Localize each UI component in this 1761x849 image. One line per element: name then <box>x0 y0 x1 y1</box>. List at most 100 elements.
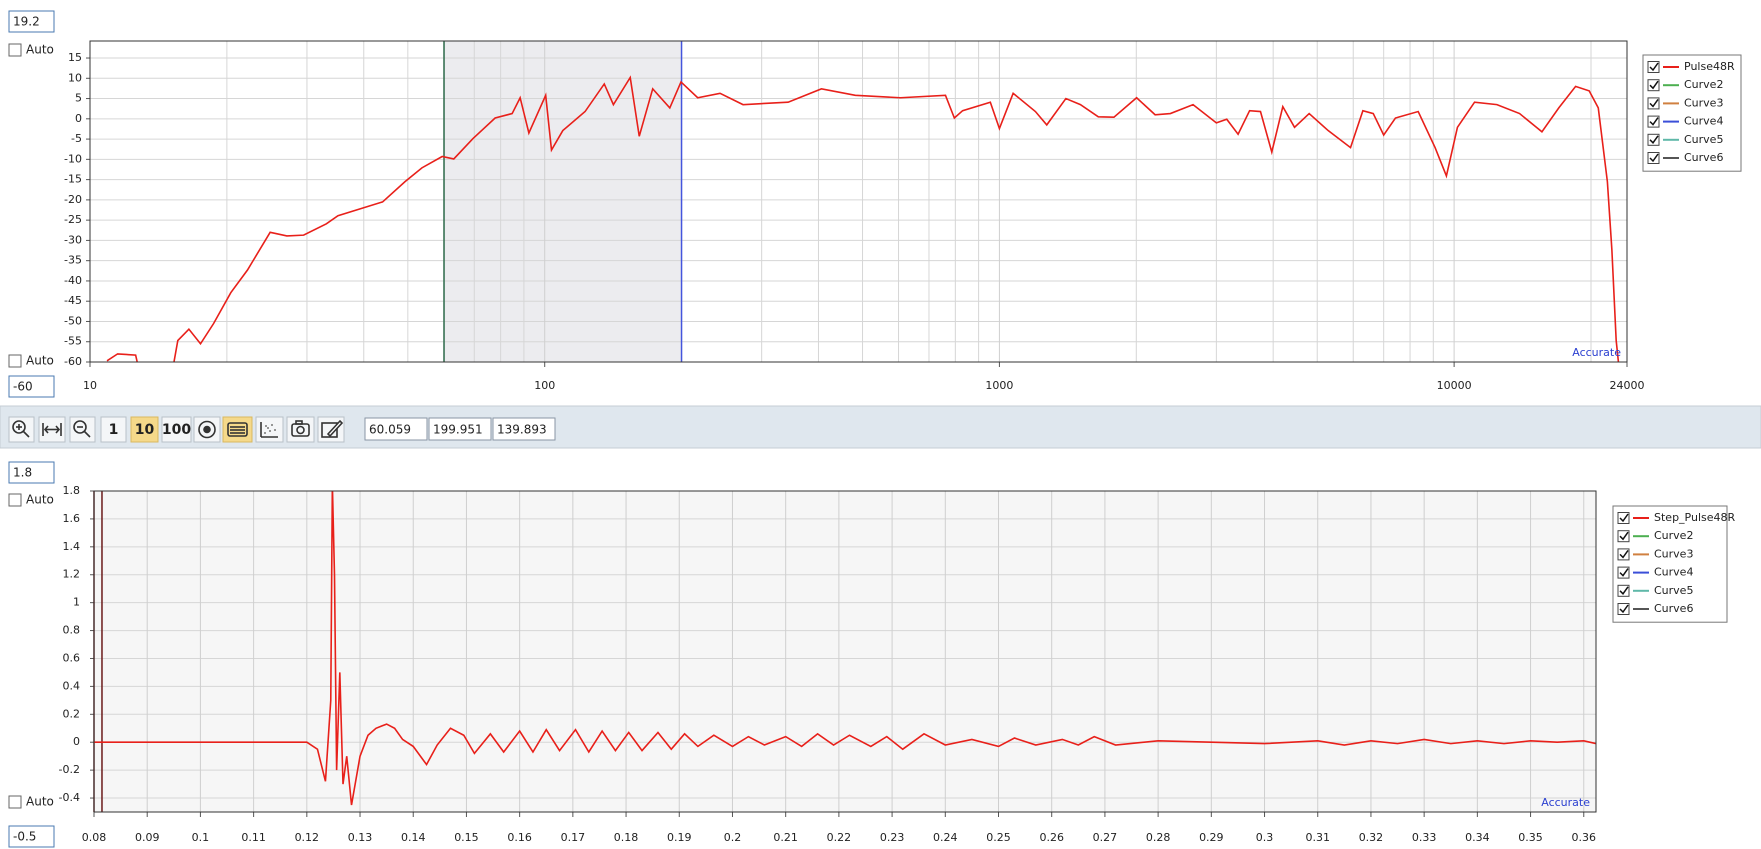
x-tick-label: 0.15 <box>454 831 479 844</box>
legend-checkbox[interactable] <box>1617 512 1630 524</box>
x-tick-label: 0.31 <box>1305 831 1330 844</box>
top-min-value: -60 <box>13 380 33 394</box>
target-button[interactable] <box>193 416 221 443</box>
legend-checkbox[interactable] <box>1617 530 1630 543</box>
bottom-min-input[interactable] <box>8 825 55 848</box>
lines-button[interactable] <box>222 416 253 443</box>
span-field[interactable] <box>492 417 556 441</box>
y-tick-label: -0.4 <box>59 791 80 804</box>
x-tick-label: 0.24 <box>933 831 958 844</box>
legend-check <box>1619 568 1629 577</box>
y-tick-label: -50 <box>64 314 82 327</box>
plot-area <box>90 41 1627 362</box>
edit-button[interactable] <box>317 416 345 443</box>
x-tick-label: 0.29 <box>1199 831 1224 844</box>
x-tick-label: 1000 <box>985 379 1013 392</box>
zoom-factor-button[interactable] <box>161 416 192 443</box>
plot-area <box>94 491 1596 812</box>
legend-checkbox[interactable] <box>1617 603 1630 615</box>
legend-checkbox[interactable] <box>1647 61 1660 73</box>
x-tick-label: 0.14 <box>401 831 426 844</box>
x-tick-label: 0.26 <box>1039 831 1064 844</box>
legend-checkbox[interactable] <box>1647 97 1660 110</box>
x-tick-label: 0.35 <box>1518 831 1543 844</box>
x-tick-label: 0.13 <box>348 831 373 844</box>
cursor-a-field[interactable] <box>364 417 428 441</box>
zoom-out-button[interactable] <box>69 416 96 443</box>
legend-checkbox[interactable] <box>1647 115 1660 128</box>
zoom-factor-button[interactable] <box>130 416 159 443</box>
x-tick-label: 24000 <box>1610 379 1645 392</box>
x-tick-label: 0.11 <box>241 831 266 844</box>
legend-label: Curve2 <box>1654 529 1693 542</box>
x-tick-label: 0.12 <box>295 831 320 844</box>
legend-label: Curve6 <box>1654 602 1693 615</box>
legend-label: Curve2 <box>1684 78 1723 91</box>
x-tick-label: 0.23 <box>880 831 905 844</box>
y-tick-label: 1.2 <box>63 568 81 581</box>
y-tick-label: -55 <box>64 335 82 348</box>
cursor-b-value: 199.951 <box>433 423 483 437</box>
y-tick-label: 1.8 <box>63 484 81 497</box>
x-tick-label: 0.33 <box>1412 831 1437 844</box>
y-tick-label: -25 <box>64 213 82 226</box>
legend-checkbox[interactable] <box>1617 566 1630 579</box>
cursor-b-field[interactable] <box>428 417 492 441</box>
x-tick-label: 100 <box>534 379 555 392</box>
y-tick-label: 5 <box>75 92 82 105</box>
legend-label: Step_Pulse48R <box>1654 511 1736 524</box>
y-tick-label: -15 <box>64 173 82 186</box>
y-tick-label: -0.2 <box>59 763 80 776</box>
legend-check <box>1619 604 1629 614</box>
fit-button[interactable] <box>38 416 66 443</box>
y-tick-label: -45 <box>64 294 82 307</box>
plot-border <box>93 490 1597 813</box>
y-tick-label: 0.8 <box>63 624 81 637</box>
auto-label: Auto <box>26 795 54 809</box>
y-tick-label: 1.4 <box>63 540 81 553</box>
x-tick-label: 0.28 <box>1146 831 1171 844</box>
zoom-in-button[interactable] <box>8 416 35 443</box>
data-line <box>106 75 1620 362</box>
scatter-button[interactable] <box>255 416 284 443</box>
legend-check <box>1619 513 1629 523</box>
legend-check <box>1649 135 1659 144</box>
legend-label: Curve4 <box>1684 115 1723 128</box>
y-tick-label: -60 <box>64 355 82 368</box>
auto-checkbox[interactable] <box>8 795 22 809</box>
top-max-value: 19.2 <box>13 15 40 29</box>
cursor-region <box>444 41 682 362</box>
legend-label: Curve6 <box>1684 151 1723 164</box>
x-tick-label: 0.19 <box>667 831 692 844</box>
top-min-input[interactable] <box>8 375 55 398</box>
camera-button[interactable] <box>286 416 315 443</box>
y-tick-label: -5 <box>71 132 82 145</box>
y-tick-label: 0.6 <box>63 651 81 664</box>
legend-checkbox[interactable] <box>1617 548 1630 561</box>
top-max-input[interactable] <box>8 10 55 33</box>
x-tick-label: 10 <box>83 379 97 392</box>
zoom-factor-label: 1 <box>109 422 119 438</box>
zoom-factor-button[interactable] <box>100 416 127 443</box>
auto-checkbox[interactable] <box>8 43 22 57</box>
legend-checkbox[interactable] <box>1647 152 1660 164</box>
legend-checkbox[interactable] <box>1617 584 1630 597</box>
y-tick-label: -10 <box>64 152 82 165</box>
auto-checkbox[interactable] <box>8 493 22 507</box>
x-tick-label: 10000 <box>1437 379 1472 392</box>
x-tick-label: 0.27 <box>1093 831 1118 844</box>
legend-checkbox[interactable] <box>1647 133 1660 146</box>
legend-check <box>1619 586 1629 595</box>
legend-label: Curve5 <box>1654 584 1693 597</box>
y-tick-label: -20 <box>64 193 82 206</box>
legend-checkbox[interactable] <box>1647 79 1660 92</box>
y-tick-label: 0.2 <box>63 707 81 720</box>
legend-label: Curve3 <box>1684 96 1723 109</box>
x-tick-label: 0.18 <box>614 831 639 844</box>
auto-checkbox[interactable] <box>8 354 22 368</box>
bottom-max-input[interactable] <box>8 461 55 484</box>
toolbar-fields: 60.059 199.951 139.893 <box>364 417 556 441</box>
x-tick-label: 0.21 <box>773 831 798 844</box>
